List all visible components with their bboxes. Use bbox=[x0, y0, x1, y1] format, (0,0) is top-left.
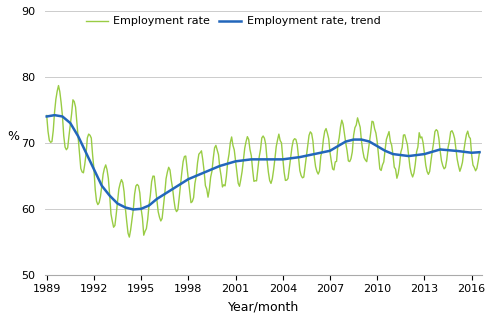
Employment rate, trend bbox=[213, 166, 219, 170]
Employment rate bbox=[367, 140, 372, 144]
Y-axis label: %: % bbox=[7, 130, 19, 143]
Employment rate, trend bbox=[44, 115, 50, 118]
Employment rate bbox=[55, 84, 61, 87]
Employment rate bbox=[213, 143, 219, 147]
Employment rate bbox=[471, 165, 477, 169]
Line: Employment rate: Employment rate bbox=[47, 85, 480, 237]
Employment rate, trend bbox=[115, 202, 121, 205]
Employment rate bbox=[162, 192, 167, 196]
Employment rate, trend bbox=[51, 113, 57, 117]
Employment rate, trend bbox=[471, 151, 477, 155]
Employment rate bbox=[477, 150, 483, 154]
Employment rate bbox=[263, 142, 269, 146]
Legend: Employment rate, Employment rate, trend: Employment rate, Employment rate, trend bbox=[85, 17, 381, 27]
Employment rate bbox=[126, 235, 132, 239]
Employment rate bbox=[44, 114, 50, 117]
Employment rate, trend bbox=[367, 140, 372, 143]
Employment rate, trend bbox=[162, 192, 167, 196]
Employment rate, trend bbox=[263, 157, 269, 161]
X-axis label: Year/month: Year/month bbox=[228, 300, 299, 313]
Employment rate, trend bbox=[477, 150, 483, 154]
Line: Employment rate, trend: Employment rate, trend bbox=[47, 115, 480, 210]
Employment rate bbox=[115, 200, 121, 204]
Employment rate, trend bbox=[130, 208, 136, 212]
